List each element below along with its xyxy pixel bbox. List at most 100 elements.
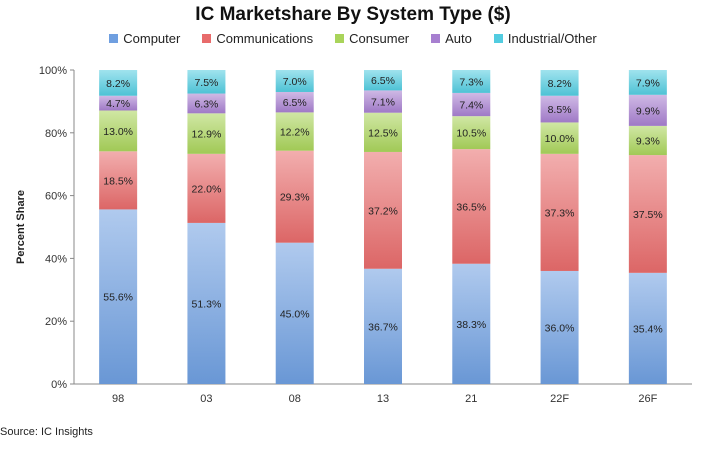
bar-segment <box>99 70 138 96</box>
data-label: 7.3% <box>459 76 483 88</box>
data-label: 37.3% <box>545 207 575 219</box>
data-label: 10.0% <box>545 133 575 145</box>
data-label: 13.0% <box>103 126 133 138</box>
x-tick-label: 26F <box>638 393 657 405</box>
data-label: 7.1% <box>371 97 395 109</box>
legend-label: Industrial/Other <box>507 31 597 46</box>
bar-segment <box>99 110 138 152</box>
x-tick-label: 22F <box>550 393 569 405</box>
legend-label: Communications <box>216 31 314 46</box>
bar-segment <box>275 112 314 151</box>
bar-segment <box>628 94 667 126</box>
source-note: Source: IC Insights <box>0 426 93 438</box>
x-tick-label: 13 <box>377 393 389 405</box>
y-tick-label: 100% <box>39 65 67 77</box>
chart-title: IC Marketshare By System Type ($) <box>195 4 511 25</box>
bar-segment <box>187 153 226 223</box>
data-label: 4.7% <box>106 98 130 110</box>
data-label: 8.2% <box>106 78 130 90</box>
y-tick-label: 80% <box>45 128 67 140</box>
data-label: 29.3% <box>280 192 310 204</box>
data-label: 38.3% <box>456 319 486 331</box>
y-tick-label: 60% <box>45 191 67 203</box>
data-label: 7.9% <box>636 77 660 89</box>
data-label: 55.6% <box>103 292 133 304</box>
data-label: 35.4% <box>633 323 663 335</box>
data-label: 6.3% <box>194 98 218 110</box>
bar-segment <box>628 155 667 273</box>
data-label: 37.2% <box>368 205 398 217</box>
bar-segment <box>540 270 579 384</box>
y-tick-label: 40% <box>45 253 67 265</box>
data-label: 36.5% <box>456 201 486 213</box>
data-label: 12.2% <box>280 127 310 139</box>
data-label: 6.5% <box>283 97 307 109</box>
legend-item: Consumer <box>335 31 409 46</box>
bar-segment <box>364 112 402 152</box>
legend-swatch <box>431 34 441 43</box>
data-label: 18.5% <box>103 175 133 187</box>
bar-segment <box>364 70 402 91</box>
bar-segment <box>99 209 138 384</box>
legend: Computer Communications Consumer Auto Indust… <box>0 31 706 46</box>
data-label: 12.9% <box>192 129 222 141</box>
data-label: 51.3% <box>192 298 222 310</box>
legend-item: Industrial/Other <box>493 31 597 46</box>
bar-segment <box>540 95 579 123</box>
legend-swatch <box>109 34 119 43</box>
x-tick-label: 21 <box>465 393 477 405</box>
y-axis-title: Percent Share <box>15 190 27 264</box>
data-label: 6.5% <box>371 75 395 87</box>
data-label: 36.0% <box>545 322 575 334</box>
data-label: 10.5% <box>456 128 486 140</box>
bar-segment <box>187 222 226 384</box>
legend-swatch <box>493 34 503 43</box>
legend-label: Auto <box>445 31 472 46</box>
bar-segment <box>628 272 667 384</box>
bar-segment <box>187 70 226 94</box>
legend-item: Communications <box>202 31 313 46</box>
y-tick-label: 20% <box>45 316 67 328</box>
bar-segment <box>187 113 226 154</box>
bar-segment <box>628 70 667 95</box>
x-tick-label: 98 <box>112 393 124 405</box>
bar-segment <box>628 125 667 156</box>
data-label: 45.0% <box>280 308 310 320</box>
data-label: 36.7% <box>368 321 398 333</box>
bar-segment <box>364 151 402 269</box>
data-label: 8.2% <box>548 78 572 90</box>
bar-segment <box>452 70 491 93</box>
legend-label: Consumer <box>349 31 410 46</box>
legend-item: Auto <box>431 31 472 46</box>
x-tick-label: 03 <box>200 393 212 405</box>
data-label: 9.3% <box>636 135 660 147</box>
data-label: 7.5% <box>194 77 218 89</box>
data-label: 22.0% <box>192 183 222 195</box>
legend-swatch <box>335 34 345 43</box>
bar-segment <box>364 90 402 113</box>
bar-segment <box>275 91 314 113</box>
bar-segment <box>452 92 491 117</box>
data-label: 9.9% <box>636 105 660 117</box>
data-label: 37.5% <box>633 209 663 221</box>
bar-segment <box>275 70 314 92</box>
bar-segment <box>540 153 579 271</box>
bar-segment <box>364 268 402 384</box>
bar-segment <box>452 149 491 264</box>
bar-segment <box>275 242 314 384</box>
data-label: 8.5% <box>548 104 572 116</box>
bar-segment <box>452 263 491 384</box>
bar-segment <box>540 122 579 154</box>
bar-segment <box>540 70 579 96</box>
bar-segment <box>99 151 138 210</box>
bar-segment <box>187 93 226 114</box>
data-label: 7.4% <box>459 100 483 112</box>
data-label: 7.0% <box>283 76 307 88</box>
legend-item: Computer <box>109 31 180 46</box>
x-tick-label: 08 <box>289 393 301 405</box>
legend-label: Computer <box>123 31 181 46</box>
bar-segment <box>275 150 314 243</box>
data-label: 12.5% <box>368 127 398 139</box>
bar-segment <box>452 116 491 150</box>
